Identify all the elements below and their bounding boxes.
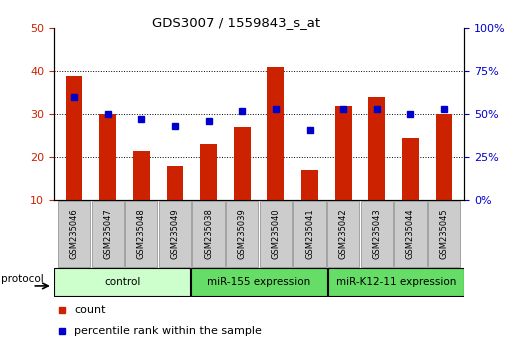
Text: GSM235040: GSM235040 <box>271 208 281 259</box>
Text: GSM235046: GSM235046 <box>70 208 78 259</box>
Bar <box>267 67 284 200</box>
FancyBboxPatch shape <box>260 201 292 267</box>
Text: count: count <box>74 305 106 315</box>
Bar <box>436 114 452 200</box>
FancyBboxPatch shape <box>91 201 124 267</box>
Text: GSM235039: GSM235039 <box>238 208 247 259</box>
FancyBboxPatch shape <box>125 201 157 267</box>
FancyBboxPatch shape <box>361 201 393 267</box>
Bar <box>301 170 318 200</box>
Bar <box>167 166 183 200</box>
FancyBboxPatch shape <box>394 201 427 267</box>
FancyBboxPatch shape <box>428 201 460 267</box>
Text: GSM235048: GSM235048 <box>137 208 146 259</box>
Bar <box>402 138 419 200</box>
FancyBboxPatch shape <box>192 201 225 267</box>
Text: miR-155 expression: miR-155 expression <box>207 277 311 287</box>
Text: percentile rank within the sample: percentile rank within the sample <box>74 326 262 337</box>
Text: GSM235038: GSM235038 <box>204 208 213 259</box>
Bar <box>335 105 351 200</box>
FancyBboxPatch shape <box>226 201 259 267</box>
FancyBboxPatch shape <box>159 201 191 267</box>
FancyBboxPatch shape <box>58 201 90 267</box>
Text: GSM235043: GSM235043 <box>372 208 381 259</box>
Text: miR-K12-11 expression: miR-K12-11 expression <box>336 277 456 287</box>
FancyBboxPatch shape <box>293 201 326 267</box>
FancyBboxPatch shape <box>328 268 464 296</box>
Text: GDS3007 / 1559843_s_at: GDS3007 / 1559843_s_at <box>152 16 320 29</box>
Bar <box>234 127 251 200</box>
Text: protocol: protocol <box>1 274 44 284</box>
Text: control: control <box>104 277 141 287</box>
Text: GSM235047: GSM235047 <box>103 208 112 259</box>
Text: GSM235045: GSM235045 <box>440 208 448 259</box>
Text: GSM235044: GSM235044 <box>406 208 415 259</box>
Bar <box>133 151 150 200</box>
Bar <box>66 75 83 200</box>
Text: GSM235041: GSM235041 <box>305 208 314 259</box>
Text: GSM235049: GSM235049 <box>170 208 180 259</box>
Text: GSM235042: GSM235042 <box>339 208 348 259</box>
FancyBboxPatch shape <box>327 201 359 267</box>
Bar <box>100 114 116 200</box>
FancyBboxPatch shape <box>54 268 190 296</box>
Bar <box>200 144 217 200</box>
Bar <box>368 97 385 200</box>
FancyBboxPatch shape <box>191 268 327 296</box>
